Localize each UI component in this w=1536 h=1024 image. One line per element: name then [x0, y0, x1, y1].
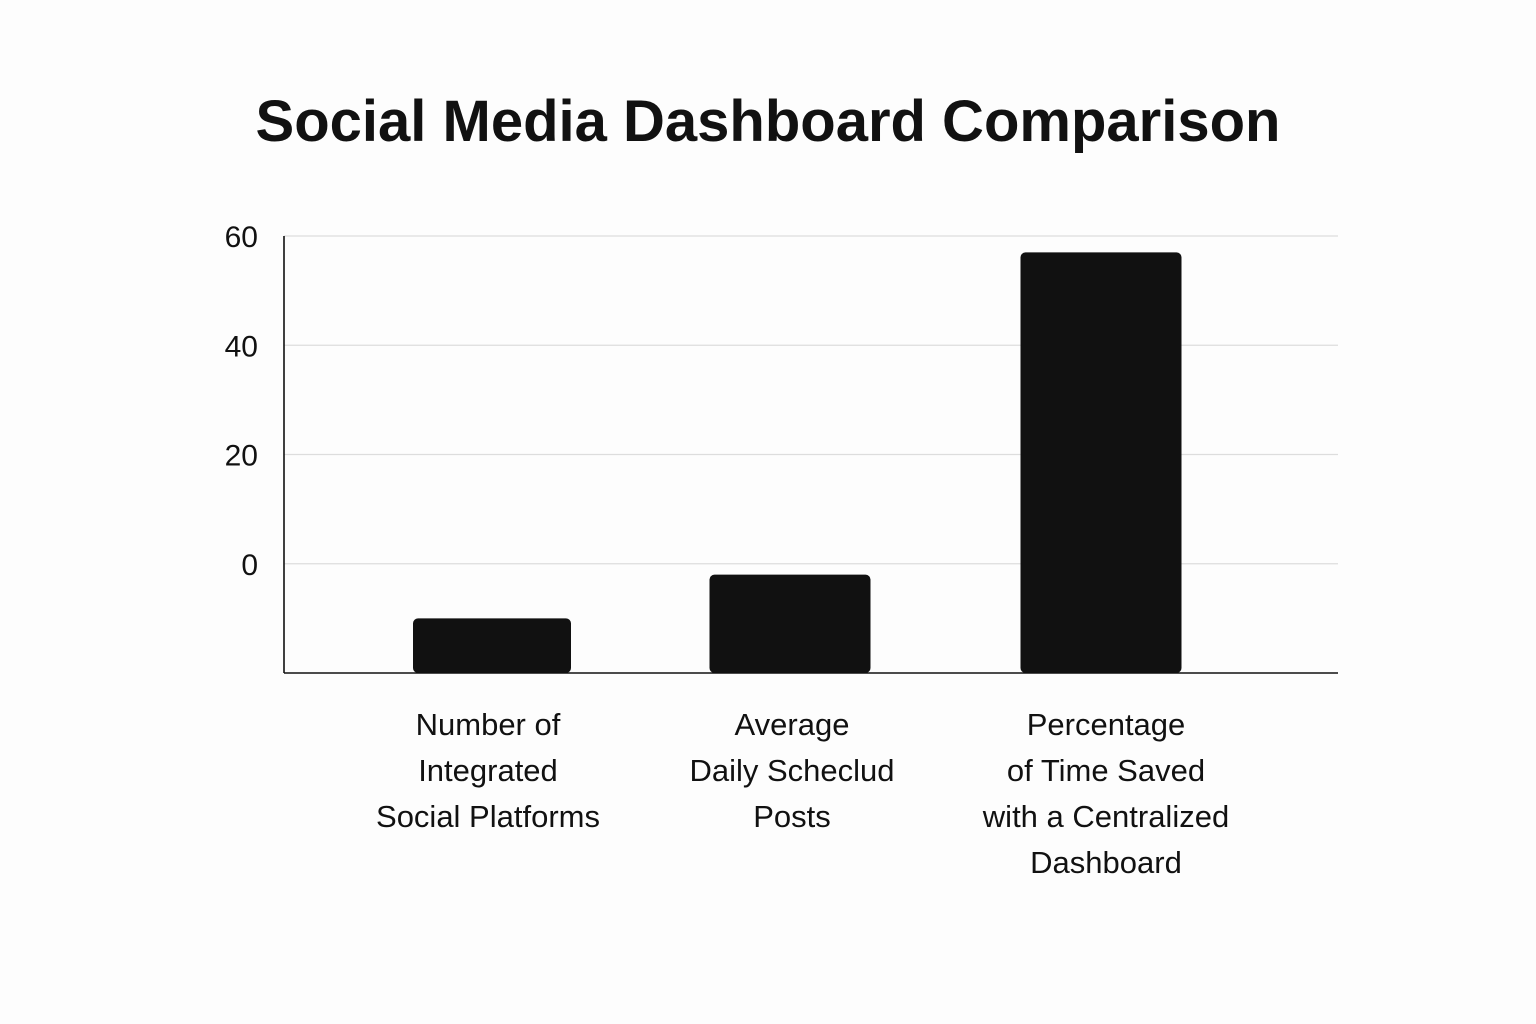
x-category-label-line: Integrated: [418, 753, 558, 788]
chart-title: Social Media Dashboard Comparison: [255, 89, 1281, 154]
x-category-label-line: Daily Scheclud: [689, 753, 894, 788]
x-category-label-line: Percentage: [1027, 707, 1186, 742]
x-category-label-line: Posts: [753, 799, 831, 834]
y-tick-label: 20: [225, 440, 258, 473]
bar: [709, 574, 871, 673]
y-tick-label: 40: [225, 330, 258, 363]
bar: [413, 618, 571, 673]
x-category-label: Average Daily Scheclud Posts: [689, 707, 894, 834]
x-category-label-line: Average: [735, 707, 850, 742]
x-category-label-line: Number of: [416, 707, 561, 742]
x-category-label-line: of Time Saved: [1007, 753, 1205, 788]
bars: [413, 252, 1182, 673]
x-category-label: Number of Integrated Social Platforms: [376, 707, 600, 834]
axes: [283, 236, 1338, 674]
x-category-label-line: Social Platforms: [376, 799, 600, 834]
y-tick-label: 0: [241, 549, 258, 582]
x-category-label-line: Dashboard: [1030, 845, 1182, 880]
x-category-label: Percentage of Time Saved with a Centralize…: [982, 707, 1229, 880]
y-axis-ticks: 0 20 40 60: [225, 221, 258, 582]
x-category-label-line: with a Centralized: [982, 799, 1229, 834]
x-axis-category-labels: Number of Integrated Social Platforms Avera…: [376, 707, 1229, 880]
bar: [1020, 252, 1182, 673]
y-tick-label: 60: [225, 221, 258, 254]
